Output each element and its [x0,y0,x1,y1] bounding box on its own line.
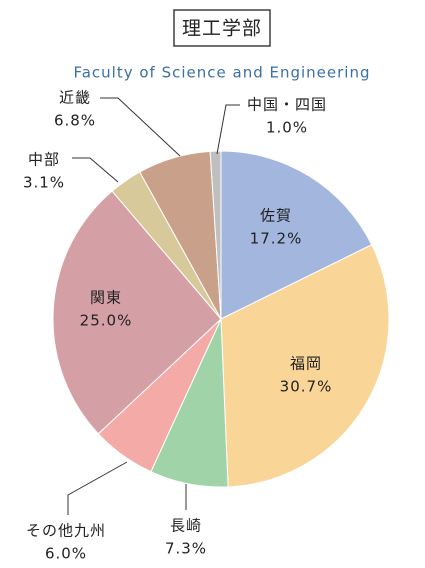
pie [52,150,390,488]
slice-label: その他九州 [26,522,106,540]
slice-value-label: 17.2% [250,230,303,248]
slice-label: 関東 [90,289,122,307]
slice-label: 中部 [28,151,60,169]
chart-subtitle: Faculty of Science and Engineering [73,64,370,82]
leader-line [67,461,128,515]
slice-label: 福岡 [290,355,322,373]
pie-slice [52,190,222,435]
slice-label: 中国・四国 [247,96,327,114]
slice-value-label: 3.1% [23,174,65,192]
leader-line [72,157,119,183]
slice-value-label: 25.0% [80,312,133,330]
leader-line [100,97,181,157]
chart-title: 理工学部 [182,18,262,40]
slice-value-label: 6.8% [54,112,96,130]
leader-line [216,104,240,155]
slice-value-label: 6.0% [45,545,87,563]
pie-slice [220,244,390,488]
slice-value-label: 30.7% [280,378,333,396]
slice-value-label: 1.0% [266,119,308,137]
slice-value-label: 7.3% [165,540,207,558]
pie-slice [220,150,373,320]
pie-slice [209,150,222,320]
slice-label: 近畿 [59,89,91,107]
slice-label: 長崎 [170,517,202,535]
title-box [173,9,271,47]
slice-label: 佐賀 [260,207,292,225]
